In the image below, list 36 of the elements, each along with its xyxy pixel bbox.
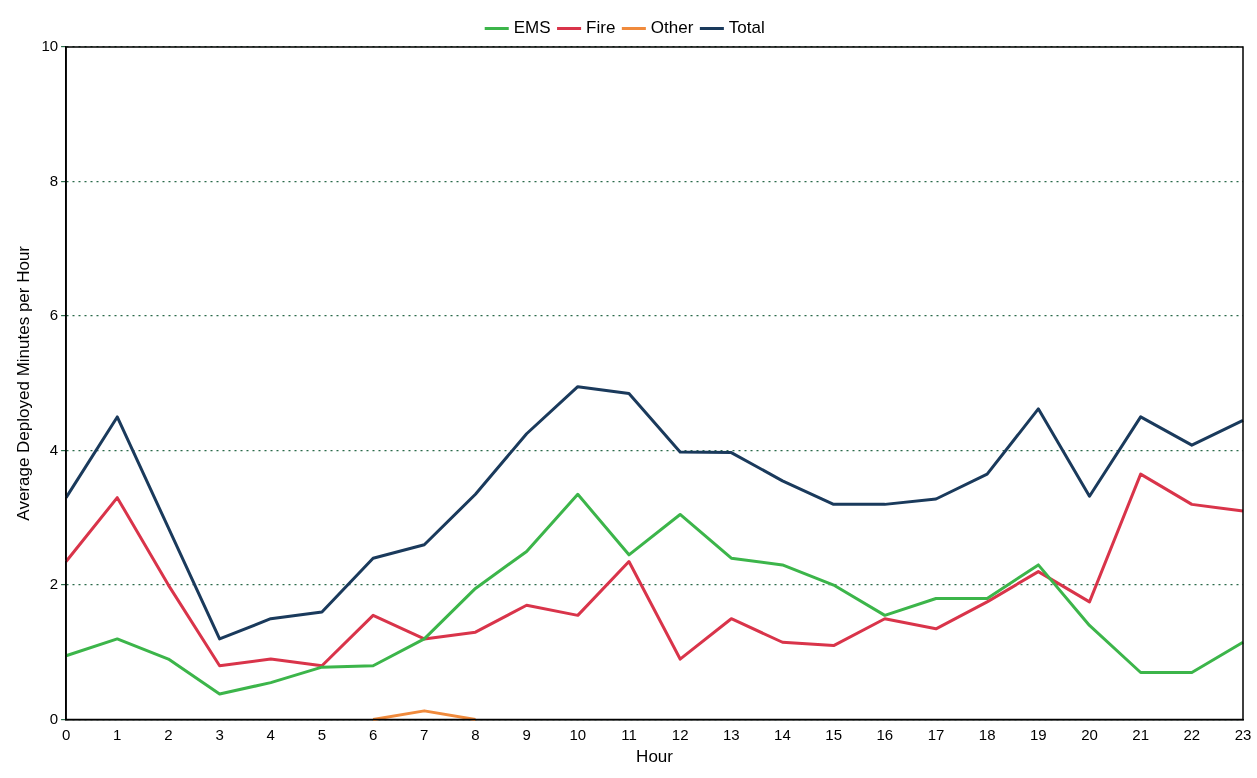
x-tick-label: 21 <box>1132 725 1149 743</box>
y-tick-label: 0 <box>49 709 59 727</box>
x-tick-label: 3 <box>215 725 224 743</box>
legend-label: EMS <box>513 18 551 38</box>
x-tick-label: 0 <box>61 725 71 743</box>
legend-label: Fire <box>586 18 616 38</box>
y-tick-label: 4 <box>49 440 59 458</box>
x-tick-label: 15 <box>825 725 842 743</box>
x-tick-label: 18 <box>978 725 996 743</box>
x-tick-label: 17 <box>927 725 945 743</box>
x-tick-label: 19 <box>1029 725 1047 743</box>
y-tick-label: 6 <box>49 306 59 324</box>
legend-label: Other <box>650 18 694 38</box>
x-tick-label: 9 <box>522 725 531 743</box>
x-tick-label: 2 <box>164 725 173 743</box>
legend-label: Total <box>728 18 765 38</box>
x-tick-label: 4 <box>266 725 275 743</box>
x-tick-label: 23 <box>1234 725 1252 743</box>
x-tick-label: 14 <box>774 725 791 743</box>
x-tick-label: 20 <box>1081 725 1098 743</box>
x-tick-label: 12 <box>671 725 689 743</box>
x-tick-label: 6 <box>368 725 378 743</box>
x-tick-label: 5 <box>317 725 327 743</box>
x-tick-label: 10 <box>569 725 587 743</box>
x-tick-label: 11 <box>621 725 637 743</box>
x-tick-label: 1 <box>113 725 122 743</box>
y-tick-label: 8 <box>49 171 59 189</box>
x-tick-label: 13 <box>722 725 740 743</box>
y-tick-label: 10 <box>41 37 59 55</box>
y-tick-label: 2 <box>49 575 59 593</box>
x-tick-label: 16 <box>876 725 894 743</box>
x-axis-title: Hour <box>636 747 674 767</box>
x-tick-label: 8 <box>471 725 480 743</box>
x-tick-label: 7 <box>420 725 429 743</box>
x-tick-label: 22 <box>1183 725 1201 743</box>
y-axis-title: Average Deployed Minutes per Hour <box>13 245 33 521</box>
